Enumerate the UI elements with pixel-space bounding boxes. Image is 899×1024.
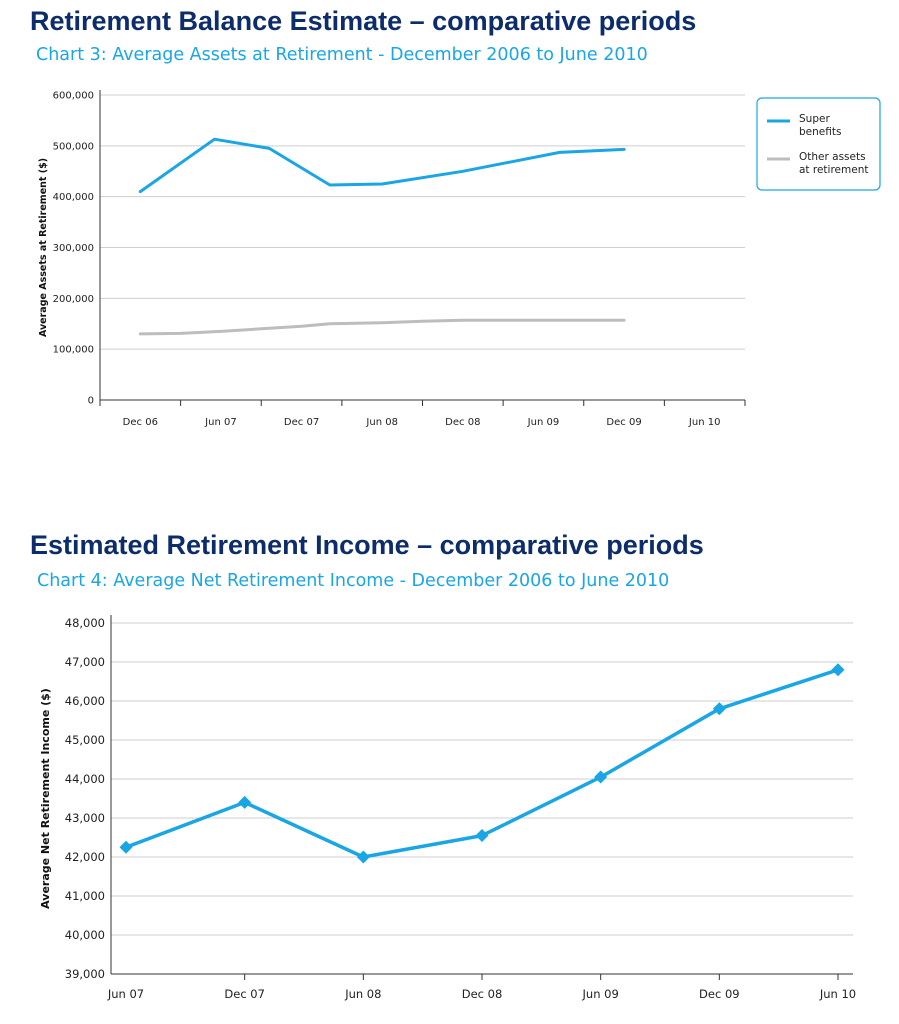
y-tick-label: 41,000 bbox=[65, 889, 105, 903]
x-tick-label: Dec 09 bbox=[699, 987, 740, 1001]
y-tick-label: 200,000 bbox=[53, 294, 94, 305]
y-tick-label: 100,000 bbox=[53, 345, 94, 356]
legend-label: at retirement bbox=[799, 164, 868, 176]
x-tick-label: Jun 07 bbox=[204, 417, 237, 428]
x-tick-label: Dec 08 bbox=[462, 987, 503, 1001]
y-tick-label: 39,000 bbox=[65, 967, 105, 981]
series-line-other-assets bbox=[138, 318, 626, 336]
y-tick-label: 47,000 bbox=[65, 655, 105, 669]
y-tick-label: 48,000 bbox=[65, 616, 105, 630]
x-tick-label: Jun 09 bbox=[582, 987, 619, 1001]
y-tick-label: 0 bbox=[88, 396, 94, 407]
x-tick-label: Jun 08 bbox=[365, 417, 398, 428]
data-point-diamond bbox=[712, 702, 726, 716]
x-tick-label: Jun 10 bbox=[819, 987, 856, 1001]
data-point-diamond bbox=[356, 850, 370, 864]
data-point-diamond bbox=[119, 840, 133, 854]
x-tick-label: Jun 10 bbox=[688, 417, 721, 428]
y-tick-label: 300,000 bbox=[53, 243, 94, 254]
y-tick-label: 40,000 bbox=[65, 928, 105, 942]
y-tick-label: 46,000 bbox=[65, 694, 105, 708]
y-tick-label: 600,000 bbox=[53, 91, 94, 102]
x-tick-label: Dec 07 bbox=[284, 417, 319, 428]
y-axis-label: Average Net Retirement Income ($) bbox=[39, 688, 52, 909]
data-point-diamond bbox=[831, 663, 845, 677]
data-point-diamond bbox=[238, 795, 252, 809]
series-line-income bbox=[125, 668, 839, 859]
x-tick-label: Dec 07 bbox=[224, 987, 265, 1001]
y-tick-label: 43,000 bbox=[65, 811, 105, 825]
page-heading-retirement-income: Estimated Retirement Income – comparativ… bbox=[30, 530, 704, 560]
x-tick-label: Jun 09 bbox=[527, 417, 560, 428]
data-point-diamond bbox=[594, 770, 608, 784]
x-tick-label: Jun 07 bbox=[107, 987, 144, 1001]
chart4-title: Chart 4: Average Net Retirement Income -… bbox=[37, 571, 670, 591]
income-line-chart: 39,000 40,000 41,000 42,000 43,000 44,000 45,0… bbox=[39, 615, 856, 1001]
x-tick-label: Jun 08 bbox=[344, 987, 381, 1001]
x-tick-label: Dec 08 bbox=[445, 417, 480, 428]
y-axis-label: Average Assets at Retirement ($) bbox=[38, 158, 49, 337]
chart3-title: Chart 3: Average Assets at Retirement - … bbox=[36, 45, 648, 65]
legend-label: benefits bbox=[799, 126, 841, 138]
x-tick-label: Dec 09 bbox=[606, 417, 641, 428]
y-tick-label: 500,000 bbox=[53, 141, 94, 152]
y-tick-label: 42,000 bbox=[65, 850, 105, 864]
assets-line-chart: 0 100,000 200,000 300,000 400,000 500,000 600,… bbox=[38, 90, 881, 428]
y-tick-label: 44,000 bbox=[65, 772, 105, 786]
y-tick-label: 400,000 bbox=[53, 192, 94, 203]
legend-box bbox=[756, 97, 881, 191]
x-tick-label: Dec 06 bbox=[123, 417, 158, 428]
legend-label: Super bbox=[799, 113, 830, 125]
page-heading-retirement-balance: Retirement Balance Estimate – comparativ… bbox=[30, 6, 697, 36]
data-point-diamond bbox=[475, 829, 489, 843]
legend-label: Other assets bbox=[799, 151, 866, 163]
y-tick-label: 45,000 bbox=[65, 733, 105, 747]
series-line-super-benefits bbox=[138, 137, 626, 194]
